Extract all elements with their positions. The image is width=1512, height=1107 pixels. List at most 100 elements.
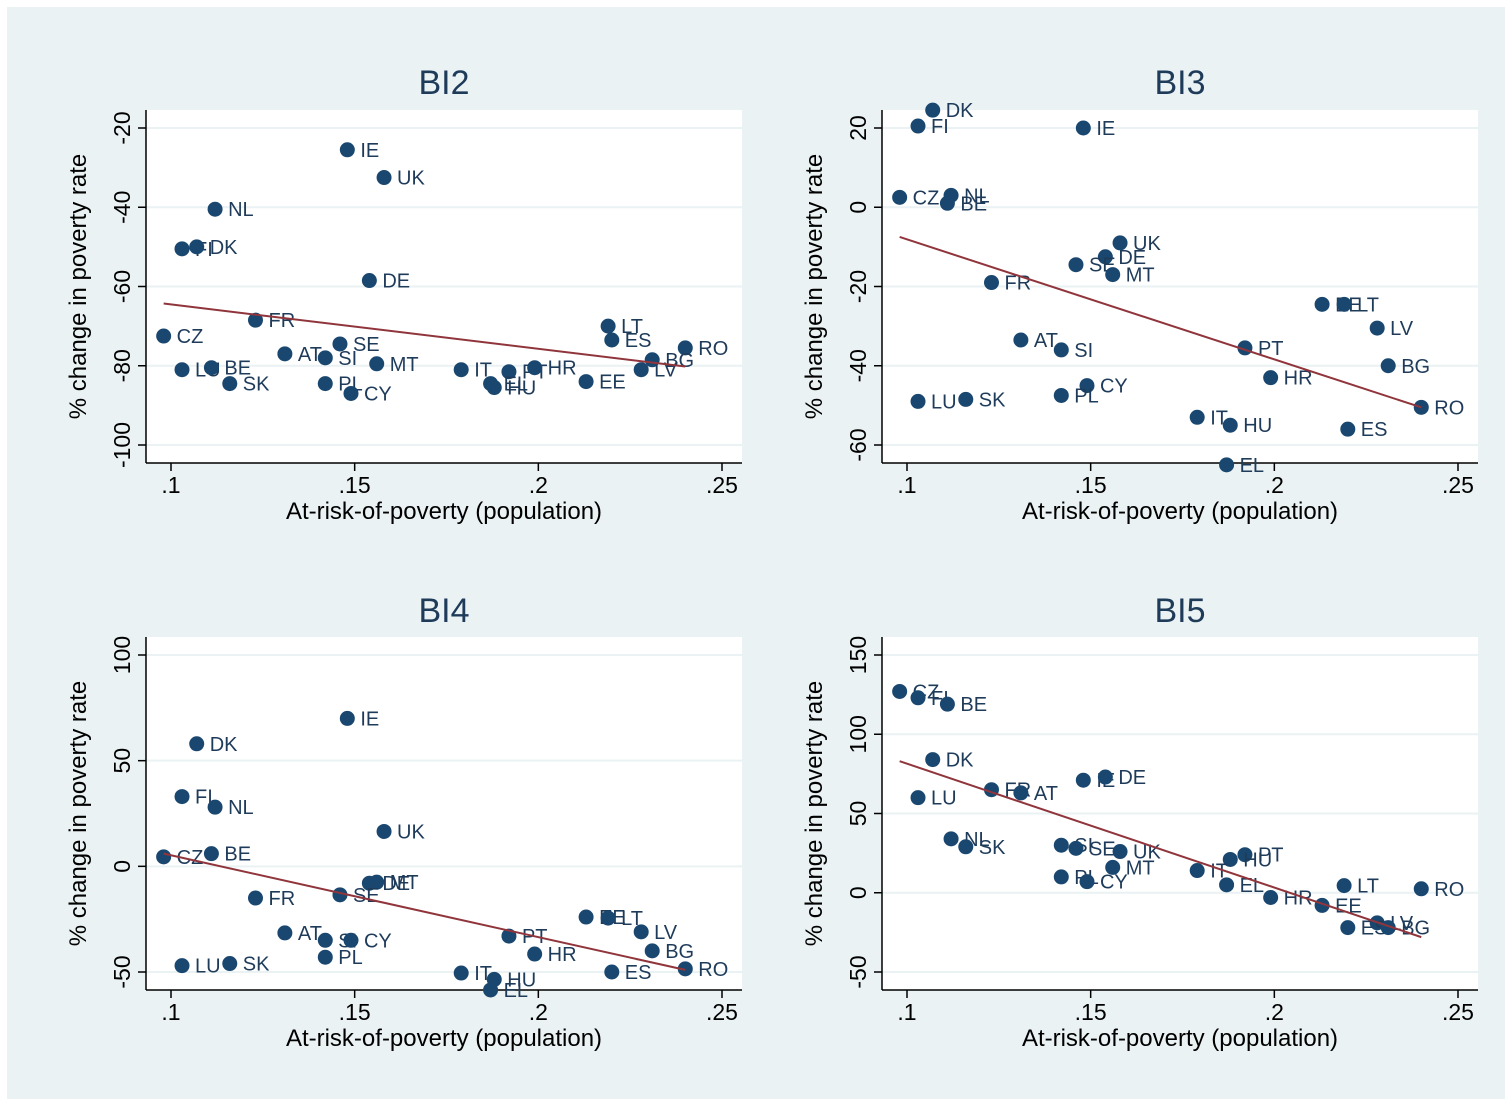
data-point-de xyxy=(361,273,377,289)
point-label-be: BE xyxy=(960,694,987,716)
data-point-be xyxy=(939,195,955,211)
data-point-it xyxy=(453,362,469,378)
x-tick-label: .15 xyxy=(1075,999,1107,1025)
data-point-uk xyxy=(1112,844,1128,860)
y-tick-label: 0 xyxy=(845,201,871,214)
point-label-lt: LT xyxy=(621,316,643,338)
data-point-pl xyxy=(317,376,333,392)
x-tick-label: .25 xyxy=(706,472,738,498)
point-label-cy: CY xyxy=(1100,376,1128,398)
x-axis-title: At-risk-of-poverty (population) xyxy=(1022,498,1338,525)
data-point-sk xyxy=(222,956,238,972)
point-label-ie: IE xyxy=(360,708,379,730)
point-label-cz: CZ xyxy=(177,326,204,348)
x-tick-label: .2 xyxy=(529,999,548,1025)
x-tick-label: .1 xyxy=(161,472,180,498)
point-label-uk: UK xyxy=(397,821,425,843)
data-point-si xyxy=(1053,342,1069,358)
point-label-lu: LU xyxy=(931,391,957,413)
data-point-cz xyxy=(892,189,908,205)
data-point-lv xyxy=(1369,320,1385,336)
y-tick-label: 100 xyxy=(109,636,135,674)
data-point-lt xyxy=(600,318,616,334)
point-label-bg: BG xyxy=(1401,918,1430,940)
chart-title: BI2 xyxy=(418,64,469,102)
point-label-ee: EE xyxy=(1335,895,1362,917)
data-point-mt xyxy=(1105,267,1121,283)
data-point-ee xyxy=(578,909,594,925)
data-point-nl xyxy=(207,201,223,217)
point-label-si: SI xyxy=(338,348,357,370)
point-label-fi: FI xyxy=(931,116,949,138)
data-point-pl xyxy=(1053,387,1069,403)
data-point-el xyxy=(1219,877,1235,893)
y-tick-label: -20 xyxy=(845,270,871,303)
fit-line xyxy=(899,760,1422,939)
point-label-fr: FR xyxy=(268,310,295,332)
data-point-si xyxy=(317,350,333,366)
data-point-se xyxy=(332,336,348,352)
data-point-fi xyxy=(174,789,190,805)
data-point-hr xyxy=(1263,890,1279,906)
data-point-ie xyxy=(1075,772,1091,788)
data-point-lt xyxy=(1336,296,1352,312)
point-label-de: DE xyxy=(382,271,410,293)
point-label-lv: LV xyxy=(654,922,678,944)
data-point-lu xyxy=(910,393,926,409)
y-tick-label: -100 xyxy=(109,422,135,468)
point-label-at: AT xyxy=(298,923,322,945)
point-label-lu: LU xyxy=(931,788,957,810)
data-point-es xyxy=(604,332,620,348)
data-point-es xyxy=(1340,421,1356,437)
y-tick-label: 50 xyxy=(845,801,871,827)
data-point-lv xyxy=(633,924,649,940)
fit-line xyxy=(163,852,686,971)
point-label-es: ES xyxy=(625,962,652,984)
point-label-hr: HR xyxy=(548,358,577,380)
data-point-fr xyxy=(983,275,999,291)
point-label-pt: PT xyxy=(1258,845,1284,867)
point-label-dk: DK xyxy=(946,100,974,122)
point-label-cz: CZ xyxy=(177,847,204,869)
point-label-at: AT xyxy=(1034,330,1058,352)
point-label-cy: CY xyxy=(364,930,392,952)
y-tick-label: 0 xyxy=(109,860,135,873)
point-label-bg: BG xyxy=(665,941,694,963)
x-tick-label: .2 xyxy=(1265,472,1284,498)
point-label-ro: RO xyxy=(1434,879,1464,901)
x-tick-label: .15 xyxy=(1075,472,1107,498)
point-label-cy: CY xyxy=(364,383,392,405)
data-point-hr xyxy=(527,360,543,376)
point-label-ro: RO xyxy=(1434,397,1464,419)
data-point-bg xyxy=(644,943,660,959)
data-point-it xyxy=(453,965,469,981)
data-point-it xyxy=(1189,409,1205,425)
data-point-cz xyxy=(156,328,172,344)
data-point-pl xyxy=(1053,869,1069,885)
data-point-ee xyxy=(578,374,594,390)
data-point-hr xyxy=(1263,370,1279,386)
y-tick-label: -50 xyxy=(845,955,871,988)
chart-title: BI5 xyxy=(1154,592,1205,630)
y-tick-label: -20 xyxy=(109,111,135,144)
point-label-mt: MT xyxy=(390,354,419,376)
point-label-se: SE xyxy=(353,334,380,356)
x-tick-label: .25 xyxy=(1442,472,1474,498)
x-tick-label: .25 xyxy=(1442,999,1474,1025)
data-point-nl xyxy=(207,799,223,815)
y-tick-label: 50 xyxy=(109,748,135,774)
point-label-nl: NL xyxy=(228,797,254,819)
data-point-fi xyxy=(174,241,190,257)
data-point-pt xyxy=(1237,847,1253,863)
x-axis-title: At-risk-of-poverty (population) xyxy=(286,498,602,525)
point-label-lt: LT xyxy=(1357,876,1379,898)
point-label-el: EL xyxy=(504,980,528,1002)
x-tick-label: .2 xyxy=(1265,999,1284,1025)
data-point-si xyxy=(317,932,333,948)
data-point-hu xyxy=(486,380,502,396)
data-point-at xyxy=(277,346,293,362)
point-label-hu: HU xyxy=(507,969,536,991)
data-point-el xyxy=(483,982,499,998)
chart-panel-bi3: -60 -40 -20 0 20 .1 .15 .2 .25 At-risk-of-poverty… xyxy=(801,64,1478,525)
